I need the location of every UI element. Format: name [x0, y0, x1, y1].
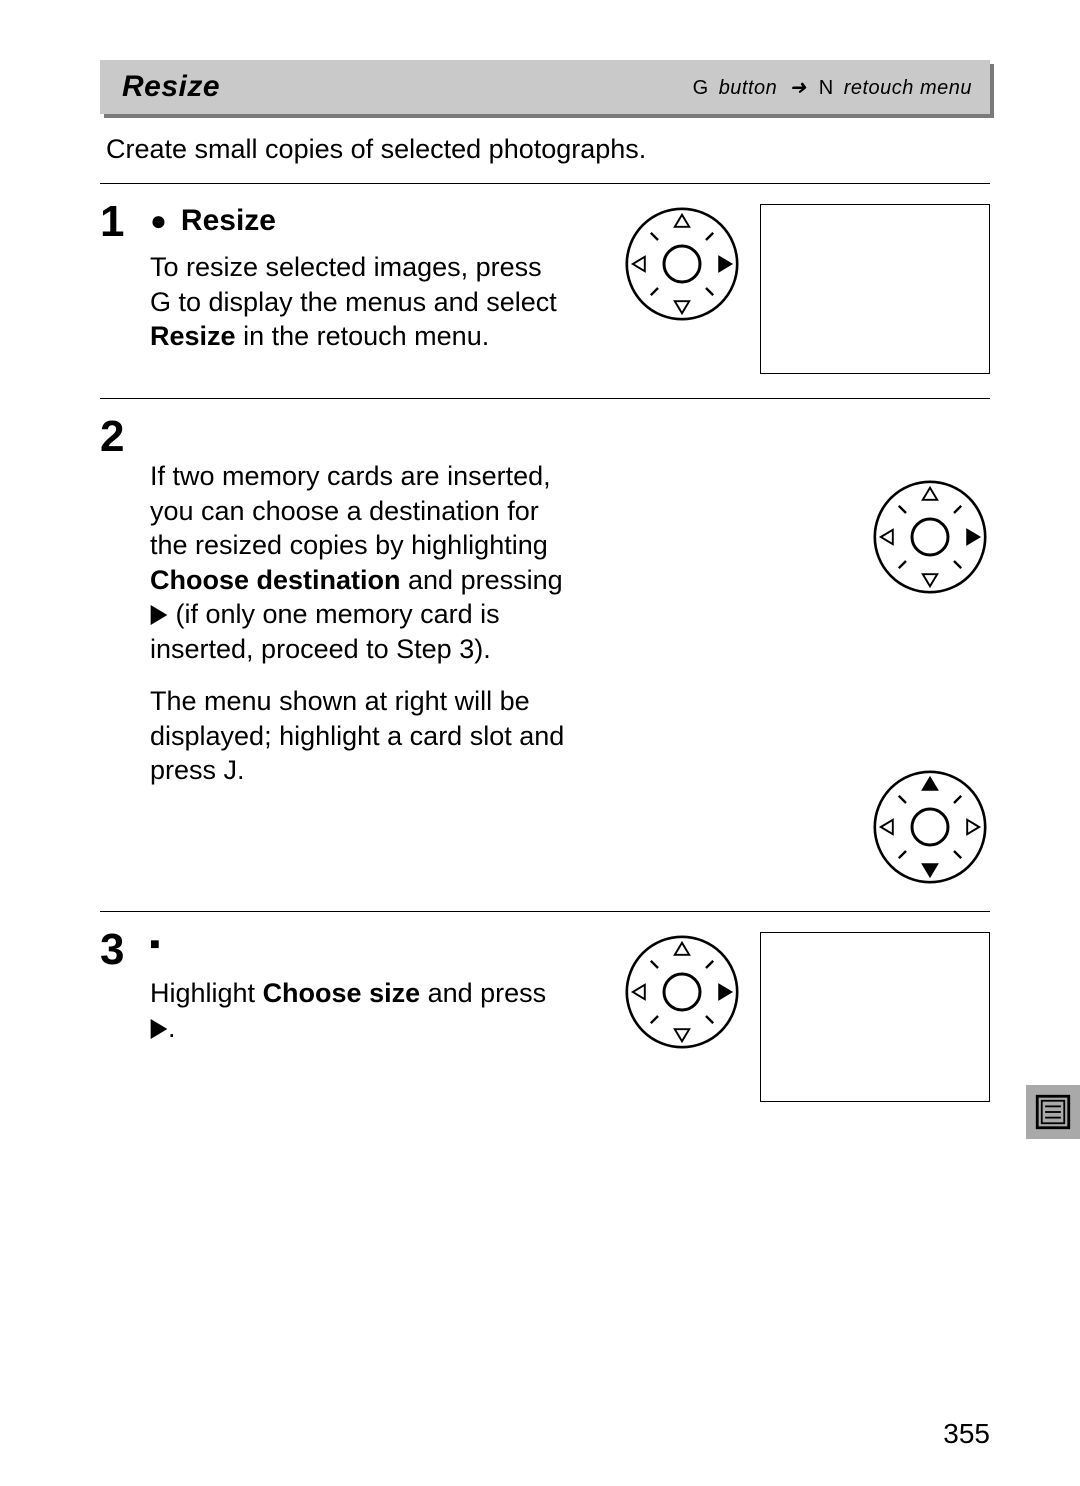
step-1: 1 ● Resize To resize selected images, pr…	[100, 184, 990, 399]
right-arrow-icon	[150, 1019, 168, 1039]
step-body: If two memory cards are inserted, you ca…	[144, 413, 870, 887]
screenshot-placeholder	[760, 204, 990, 374]
page: Resize G button ➜ N retouch menu Create …	[0, 0, 1080, 1486]
bullet-icon: ●	[150, 207, 167, 235]
step-number: 1	[100, 198, 144, 374]
multi-selector-icon	[622, 204, 742, 324]
multi-selector-icon	[870, 767, 990, 887]
step-body: ■ Highlight Choose size and press .	[144, 926, 622, 1102]
step-title: ■	[150, 936, 612, 954]
list-icon	[1035, 1094, 1071, 1130]
screenshot-placeholder	[760, 932, 990, 1102]
step-body: ● Resize To resize selected images, pres…	[144, 198, 622, 374]
bullet-icon: ■	[150, 936, 160, 954]
step-3: 3 ■ Highlight Choose size and press .	[100, 912, 990, 1126]
step-rhs	[622, 198, 990, 374]
multi-selector-icon	[622, 932, 742, 1052]
right-arrow-icon	[150, 605, 168, 625]
step-number: 2	[100, 413, 144, 887]
multi-selector-icon	[870, 477, 990, 597]
step-title: ● Resize	[150, 204, 612, 238]
step-rhs	[870, 413, 990, 887]
header-title: Resize	[122, 70, 220, 104]
step-text: If two memory cards are inserted, you ca…	[150, 459, 570, 666]
intro-text: Create small copies of selected photogra…	[106, 134, 990, 165]
page-number: 355	[943, 1418, 990, 1450]
header-breadcrumb: G button ➜ N retouch menu	[693, 75, 972, 100]
step-rhs	[622, 926, 990, 1102]
step-2: 2 If two memory cards are inserted, you …	[100, 399, 990, 912]
step-text: The menu shown at right will be displaye…	[150, 684, 570, 788]
side-tab-icon	[1026, 1085, 1080, 1139]
step-text: Highlight Choose size and press .	[150, 976, 570, 1045]
section-header: Resize G button ➜ N retouch menu	[100, 60, 990, 114]
step-text: To resize selected images, press G to di…	[150, 250, 570, 354]
step-number: 3	[100, 926, 144, 1102]
